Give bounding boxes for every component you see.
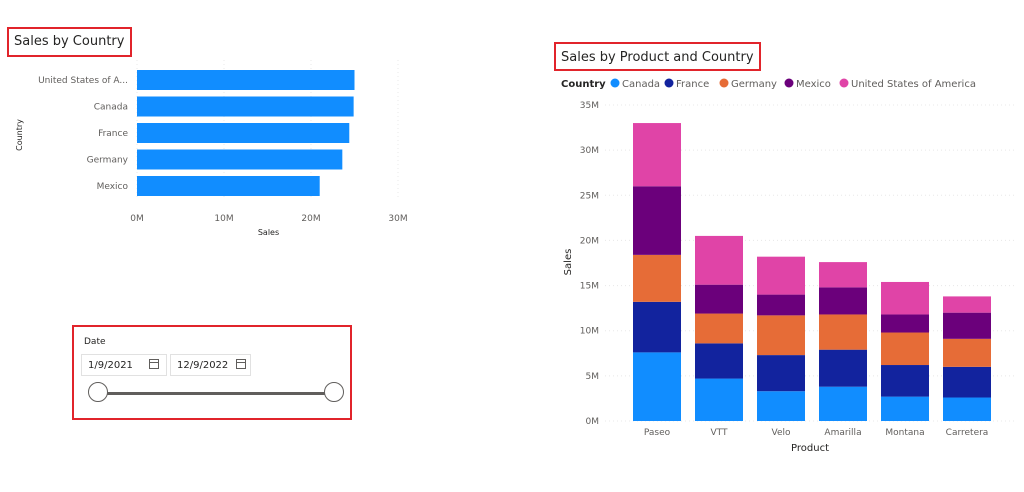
x-tick-label: 0M [130,214,144,224]
y-tick-label: 35M [580,101,599,111]
column-segment [819,349,867,387]
legend-marker [784,78,794,88]
x-tick-label: Carretera [946,428,989,438]
y-tick-label: 20M [580,236,599,246]
column-segment [881,314,929,333]
column-segment [695,313,743,344]
x-tick-label: 20M [301,214,320,224]
legend-marker [719,78,729,88]
calendar-icon[interactable] [236,359,246,369]
end-date-value: 12/9/2022 [177,360,229,371]
date-range-track[interactable] [98,392,334,395]
column-segment [633,186,681,255]
legend-marker [839,78,849,88]
column-segment [633,254,681,302]
category-label: Germany [87,156,129,166]
column-segment [881,396,929,421]
column-segment [757,355,805,392]
legend-label: Germany [731,79,777,90]
y-axis-title: Sales [563,249,574,276]
bar [137,123,350,143]
column-segment [695,235,743,285]
x-tick-label: 30M [388,214,407,224]
column-segment [757,256,805,295]
x-axis-title: Product [791,443,829,454]
y-tick-label: 30M [580,146,599,156]
legend-label: United States of America [851,79,976,90]
column-segment [633,301,681,353]
category-label: United States of A... [38,76,128,86]
column-segment [633,352,681,421]
sales-by-country-title-box [7,27,132,57]
sales-by-country-chart[interactable]: 0M 10M 20M 30M United States of A... Canada Fr… [0,55,430,245]
end-date-field[interactable]: 12/9/2022 [170,354,251,376]
y-tick-label: 0M [586,417,600,427]
column-segment [695,284,743,314]
legend-marker [610,78,620,88]
column-segment [881,332,929,366]
date-range-end-handle[interactable] [324,382,344,402]
bar [137,96,354,117]
x-tick-label: Montana [885,428,924,438]
category-label: France [98,129,128,139]
bar [137,70,355,90]
column-segment [943,338,991,367]
sales-by-product-title-box [554,42,761,71]
y-tick-label: 10M [580,327,599,337]
y-tick-label: 25M [580,191,599,201]
column-segment [819,262,867,288]
legend-marker [664,78,674,88]
column-segment [757,391,805,421]
bar [137,176,320,196]
x-tick-label: VTT [711,428,728,438]
x-tick-label: 10M [214,214,233,224]
legend-label: France [676,79,709,90]
x-tick-label: Paseo [644,428,671,438]
column-segment [943,312,991,339]
date-slicer[interactable]: Date 1/9/2021 12/9/2022 [72,325,352,420]
calendar-icon[interactable] [149,359,159,369]
column-segment [695,378,743,421]
column-segment [943,397,991,421]
column-segment [757,315,805,356]
category-label: Mexico [97,182,129,192]
start-date-field[interactable]: 1/9/2021 [81,354,167,376]
column-segment [881,281,929,315]
y-tick-label: 5M [586,372,600,382]
date-range-start-handle[interactable] [88,382,108,402]
column-segment [819,386,867,421]
y-tick-label: 15M [580,282,599,292]
column-segment [819,287,867,315]
sales-by-product-title: Sales by Product and Country [561,50,754,65]
column-segment [757,294,805,316]
legend-title: Country [561,79,606,90]
column-segment [819,314,867,350]
legend-label: Mexico [796,79,831,90]
column-segment [881,365,929,397]
sales-by-country-title: Sales by Country [14,34,125,49]
legend-label: Canada [622,79,660,90]
sales-by-product-chart[interactable]: Country Canada France Germany Mexico United S… [555,72,1020,464]
start-date-value: 1/9/2021 [88,360,133,371]
column-segment [695,343,743,379]
column-segment [943,296,991,313]
column-segment [943,366,991,398]
column-segment [633,123,681,187]
x-tick-label: Velo [771,428,790,438]
date-slicer-label: Date [84,337,106,347]
y-axis-title: Country [15,119,24,151]
x-tick-label: Amarilla [824,428,861,438]
category-label: Canada [94,103,128,113]
bar [137,149,343,170]
x-axis-title: Sales [258,228,279,237]
